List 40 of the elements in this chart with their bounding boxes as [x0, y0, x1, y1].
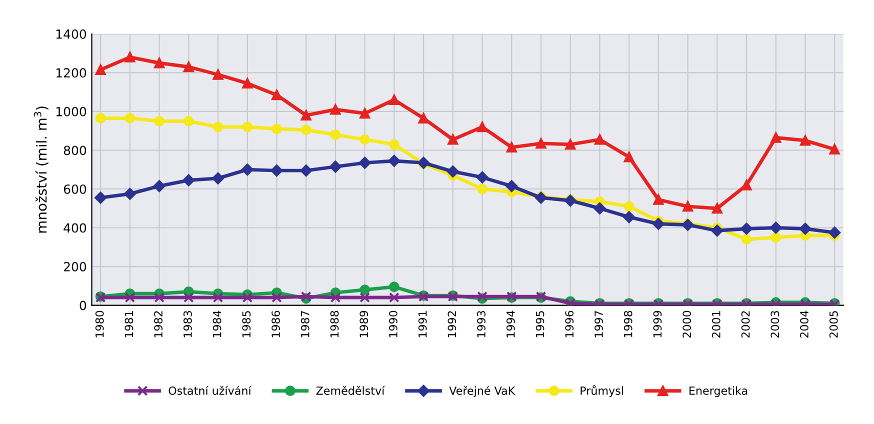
- x-tick-label: 1982: [154, 311, 163, 338]
- x-tick-label: 1995: [536, 311, 544, 338]
- x-tick-label: 1985: [242, 311, 251, 338]
- x-tick-label: 1986: [272, 310, 280, 338]
- x-tick-label: 2003: [770, 311, 780, 338]
- x-tick-label: 2002: [741, 311, 750, 338]
- x-tick-label: 1980: [95, 310, 104, 338]
- x-tick-label: 1989: [360, 310, 368, 338]
- legend-label: Průmysl: [580, 385, 623, 398]
- x-tick-label: 1991: [418, 311, 427, 338]
- x-tick-label: 1981: [124, 311, 134, 338]
- legend-label: Energetika: [690, 386, 748, 398]
- x-tick-label: 1993: [477, 311, 486, 338]
- legend-label: Ostatní užívání: [168, 386, 252, 395]
- x-tick-label: 1988: [330, 310, 339, 338]
- y-tick-label: 800: [64, 146, 86, 156]
- y-tick-label: 1200: [56, 68, 86, 78]
- y-tick-label: 1400: [56, 29, 86, 39]
- y-tick-label: 200: [64, 262, 86, 272]
- y-axis-title: množství (mil. m$^{3}$): [34, 106, 48, 233]
- y-tick-label: 400: [64, 223, 86, 233]
- x-tick-label: 1997: [594, 311, 603, 338]
- y-tick-label: 600: [64, 184, 86, 194]
- x-tick-label: 1992: [448, 311, 456, 338]
- legend-label: Veřejné VaK: [449, 386, 516, 398]
- y-tick-label: 0: [80, 300, 86, 310]
- x-tick-label: 1984: [212, 310, 222, 338]
- y-tick-label: 1000: [56, 106, 86, 116]
- x-tick-label: 2005: [829, 311, 838, 338]
- x-tick-label: 2004: [800, 310, 808, 338]
- x-tick-label: 1999: [653, 310, 662, 338]
- x-tick-label: 2000: [682, 310, 692, 338]
- x-tick-label: 2001: [712, 311, 720, 338]
- x-tick-label: 1990: [389, 310, 398, 338]
- x-tick-label: 1994: [506, 310, 515, 338]
- x-tick-label: 1998: [624, 310, 632, 338]
- x-tick-label: 1983: [183, 311, 192, 338]
- legend-label: Zemědělství: [316, 386, 385, 395]
- x-tick-label: 1987: [300, 311, 310, 338]
- x-tick-label: 1996: [565, 310, 574, 338]
